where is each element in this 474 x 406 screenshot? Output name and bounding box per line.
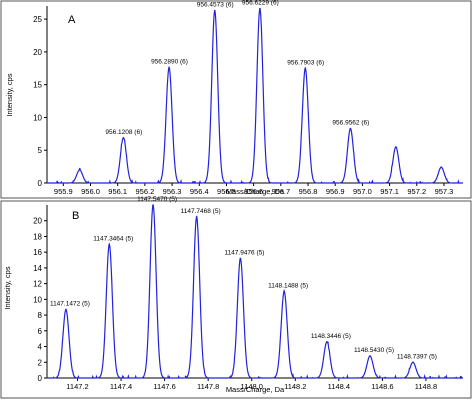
peak-point: [168, 66, 170, 69]
x-tick-label: 956.6: [244, 187, 263, 196]
peak-point: [395, 146, 397, 148]
y-tick-label: 6: [38, 327, 43, 336]
x-tick-label: 1148.6: [371, 382, 393, 391]
y-tick-label: 15: [33, 81, 42, 90]
chart-panel-a: 0 5 10 15 20 25 955.9 956.0 956.1 956.2 956.3 956.4…: [0, 0, 472, 199]
x-axis-label: Mass/Charge, Da: [226, 385, 285, 394]
x-tick-label: 956.5: [217, 187, 236, 196]
peak-point: [440, 166, 443, 169]
peak-label: 1147.3464 (5): [93, 235, 133, 242]
peak-point: [369, 355, 371, 357]
peak-label: 1147.5470 (5): [137, 196, 177, 203]
x-tick-label: 1147.8: [197, 382, 219, 391]
panel-frame: [0, 200, 472, 399]
peak-label: 956.6229 (6): [242, 0, 279, 7]
y-tick-label: 2: [38, 358, 43, 367]
peak-label: 956.2890 (6): [151, 59, 188, 66]
x-tick-label: 956.0: [81, 187, 100, 196]
peak-point: [259, 7, 261, 10]
peak-point: [326, 341, 328, 343]
y-tick-label: 20: [33, 217, 42, 226]
x-tick-label: 955.9: [54, 187, 73, 196]
y-tick-label: 20: [33, 48, 42, 57]
peak-label: 1147.1472 (5): [50, 301, 90, 308]
peak-label: 1148.7397 (5): [397, 353, 437, 360]
x-tick-label: 956.2: [135, 187, 154, 196]
x-tick-label: 957.0: [353, 187, 372, 196]
peak-label: 956.4573 (6): [197, 2, 234, 9]
peak-point: [195, 215, 198, 218]
y-tick-label: 4: [38, 343, 43, 352]
x-tick-label: 956.3: [163, 187, 182, 196]
y-tick-label: 25: [33, 15, 42, 24]
peak-point: [152, 204, 154, 206]
y-axis-label: Intensity, cps: [5, 73, 14, 116]
x-tick-label: 956.1: [108, 187, 127, 196]
peak-point: [65, 308, 67, 311]
y-tick-label: 12: [33, 280, 42, 289]
x-tick-label: 1147.6: [153, 382, 175, 391]
spectrum-line: [47, 7, 463, 184]
y-tick-label: 8: [38, 311, 43, 320]
peak-point: [283, 290, 285, 293]
chart-panel-b: 0 2 4 6 8 10 12 14 16 18 20 1147.2 1147.4 1147.6 1147.…: [0, 196, 472, 399]
peak-label: 956.9562 (6): [332, 120, 369, 127]
x-axis-label: Mass/Charge, Da: [226, 187, 285, 196]
x-tick-label: 956.4: [190, 187, 209, 196]
peak-point: [108, 243, 111, 246]
x-tick-label: 957.1: [380, 187, 399, 196]
peak-label: 956.1208 (6): [105, 129, 142, 136]
y-tick-label: 0: [38, 179, 43, 188]
y-tick-label: 10: [33, 113, 42, 122]
peak-label: 1147.9476 (5): [224, 249, 264, 256]
peak-point: [78, 169, 81, 171]
x-tick-label: 1148.8: [415, 382, 437, 391]
y-tick-label: 16: [33, 248, 42, 257]
spectrum-line: [47, 204, 463, 380]
peak-point: [412, 361, 414, 364]
y-axis-label: Intensity, cps: [3, 266, 12, 309]
y-tick-label: 14: [33, 264, 42, 273]
y-tick-label: 5: [38, 146, 43, 155]
x-tick-label: 956.9: [326, 187, 345, 196]
peak-point: [239, 257, 242, 260]
peak-point: [213, 9, 216, 12]
y-tick-label: 18: [33, 232, 42, 241]
peak-point: [304, 67, 307, 70]
peak-point: [349, 127, 352, 130]
x-tick-label: 1148.0: [241, 382, 263, 391]
peak-label: 956.7903 (6): [287, 59, 324, 66]
x-tick-label: 1147.4: [110, 382, 132, 391]
y-tick-label: 10: [33, 295, 42, 304]
panel-letter: B: [72, 210, 79, 222]
x-tick-label: 956.7: [271, 187, 290, 196]
x-tick-label: 957.2: [407, 187, 426, 196]
peak-label: 1148.3446 (5): [311, 333, 351, 340]
y-tick-label: 0: [38, 374, 43, 383]
peak-label: 1147.7468 (5): [181, 208, 221, 215]
panel-letter: A: [68, 14, 76, 26]
peak-label: 1148.5430 (5): [354, 347, 394, 354]
x-tick-label: 957.3: [435, 187, 454, 196]
panel-frame: [0, 0, 472, 199]
x-tick-label: 956.8: [299, 187, 318, 196]
x-tick-label: 1148.2: [284, 382, 306, 391]
x-tick-label: 1147.2: [66, 382, 88, 391]
x-tick-label: 1148.4: [328, 382, 350, 391]
peak-point: [122, 136, 125, 139]
peak-label: 1148.1488 (5): [268, 283, 308, 290]
